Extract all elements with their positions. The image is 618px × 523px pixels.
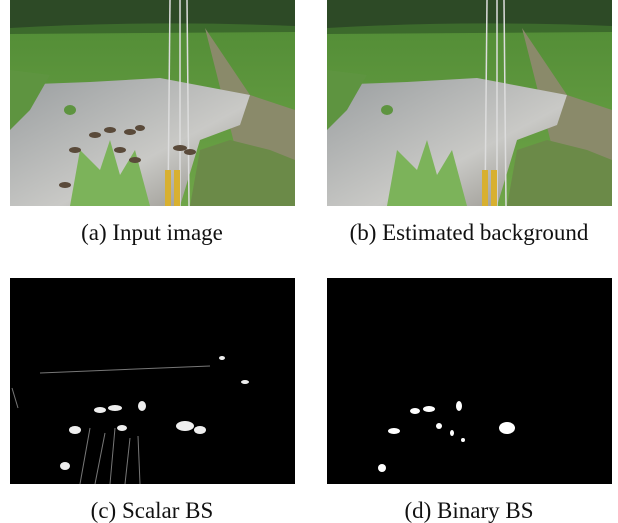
caption: (a) Input image — [81, 220, 223, 245]
scalar-bs-image — [10, 278, 295, 484]
input-image — [10, 0, 295, 206]
panel-c — [10, 278, 295, 484]
binary-bs-image — [327, 278, 612, 484]
background-image — [327, 0, 612, 206]
panel-a — [10, 0, 295, 206]
panel-b — [327, 0, 612, 206]
figure: (a) Input image (b) Estimated background… — [0, 0, 618, 523]
caption: (d) Binary BS — [404, 498, 533, 523]
caption: (c) Scalar BS — [91, 498, 214, 523]
panel-d — [327, 278, 612, 484]
caption: (b) Estimated background — [350, 220, 589, 245]
